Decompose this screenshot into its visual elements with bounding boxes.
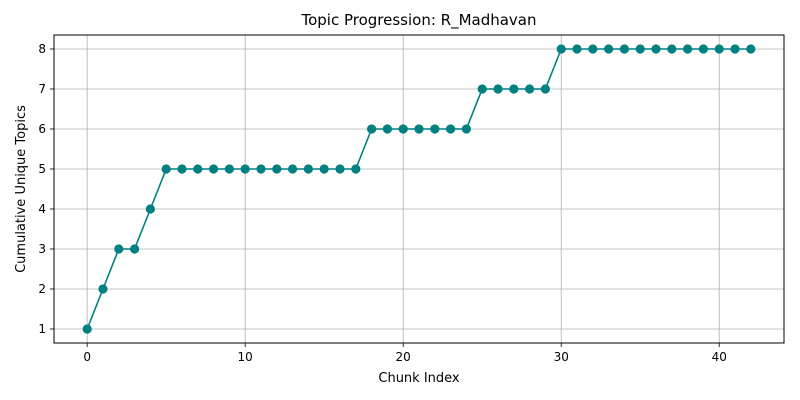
data-point [98,284,108,294]
y-axis-label: Cumulative Unique Topics [14,105,29,273]
data-point [446,124,456,134]
data-point [619,44,630,54]
data-point [256,164,266,174]
data-point [525,84,535,94]
data-point [461,124,472,134]
y-tick-label: 3 [38,242,46,256]
data-point [287,164,298,174]
data-point [698,44,709,54]
data-point [145,204,155,214]
x-tick-label: 40 [712,350,727,364]
data-point [382,124,392,134]
y-tick-label: 5 [38,162,46,176]
x-axis-ticks: 0 10 20 30 40 [83,343,727,364]
data-point [335,164,345,174]
chart-title: Topic Progression: R_Madhavan [300,11,536,30]
data-point [240,164,250,174]
y-tick-label: 7 [38,82,46,96]
data-point [303,164,313,174]
data-point [82,324,92,334]
x-tick-label: 10 [238,350,253,364]
x-tick-label: 0 [83,350,91,364]
data-point [540,84,551,94]
data-point [224,164,234,174]
x-axis-label: Chunk Index [378,371,460,386]
y-tick-label: 8 [38,42,46,56]
data-point [651,44,661,54]
series-markers [82,44,756,334]
data-point [129,244,140,254]
x-tick-label: 30 [554,350,569,364]
data-point [114,244,124,254]
data-point [208,164,219,174]
data-point [177,164,187,174]
y-tick-label: 4 [38,202,46,216]
y-tick-label: 6 [38,122,46,136]
data-point [161,164,171,174]
data-point [572,44,582,54]
x-tick-label: 20 [396,350,411,364]
data-point [430,124,440,134]
data-point [730,44,740,54]
data-point [683,44,693,54]
data-point [319,164,329,174]
data-point [477,84,487,94]
data-point [714,44,724,54]
data-point [351,164,361,174]
data-point [556,44,566,54]
data-point [414,124,424,134]
data-point [366,124,377,134]
y-axis-ticks: 1 2 3 4 5 6 7 8 [38,42,54,336]
data-point [746,44,756,54]
data-point [604,44,614,54]
plot-frame [53,34,785,344]
data-point [509,84,519,94]
data-point [193,164,203,174]
y-tick-label: 1 [38,322,46,336]
data-point [493,84,503,94]
data-point [272,164,282,174]
data-point [398,124,408,134]
data-point [635,44,645,54]
data-point [667,44,677,54]
y-tick-label: 2 [38,282,46,296]
data-point [588,44,598,54]
